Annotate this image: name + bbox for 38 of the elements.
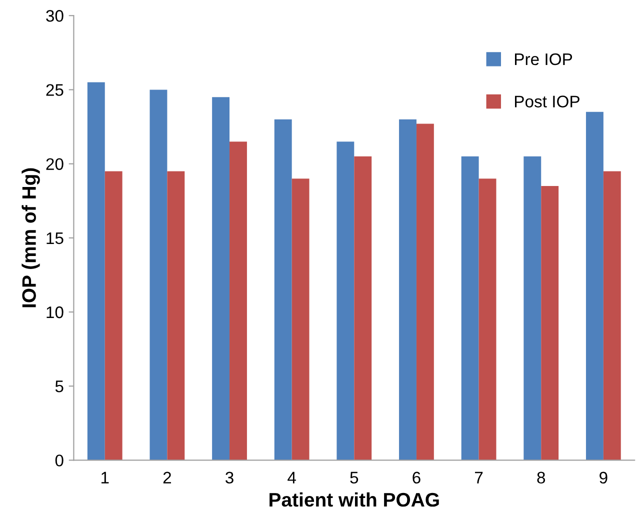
bar [336, 142, 354, 460]
x-tick-label: 6 [412, 472, 420, 484]
legend-label: Pre IOP [515, 53, 572, 66]
x-tick-label: 3 [226, 472, 234, 484]
bar [603, 171, 621, 460]
x-tick-label: 4 [288, 472, 296, 484]
y-tick-label: 10 [46, 306, 64, 318]
x-tick-label: 1 [102, 472, 109, 484]
x-tick-label: 5 [350, 472, 358, 484]
x-axis-title: Patient with POAG [270, 492, 439, 507]
bar [541, 186, 559, 460]
y-tick-label: 20 [46, 158, 64, 170]
bar [478, 178, 496, 460]
bar [354, 156, 372, 460]
bar [524, 156, 542, 460]
bar [87, 82, 105, 460]
bar [586, 112, 604, 460]
bar [399, 119, 416, 460]
bar [104, 171, 122, 460]
x-tick-label: 8 [537, 472, 546, 484]
x-tick-label: 2 [163, 472, 171, 484]
y-tick-label: 25 [46, 84, 64, 96]
y-tick-label: 15 [46, 232, 64, 244]
y-tick-label: 5 [55, 380, 64, 392]
bar [150, 90, 168, 460]
bar [212, 97, 230, 460]
x-tick-label: 9 [600, 472, 608, 484]
legend-label: Post IOP [515, 96, 580, 108]
bar [230, 142, 247, 460]
bar [416, 124, 434, 460]
y-tick-label: 30 [46, 10, 64, 22]
bar [292, 178, 310, 460]
y-tick-label: 0 [55, 454, 64, 466]
bar [167, 171, 185, 460]
y-axis-title: IOP (mm of Hg) [22, 168, 40, 308]
bar [274, 119, 292, 460]
x-tick-label: 7 [475, 472, 483, 484]
bar [461, 156, 479, 460]
